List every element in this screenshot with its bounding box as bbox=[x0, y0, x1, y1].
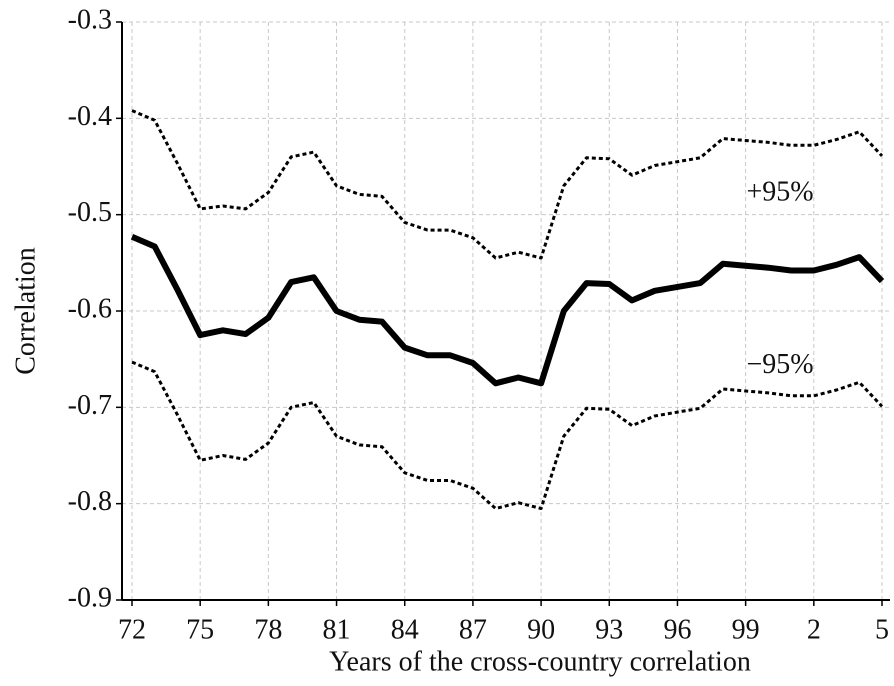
x-tick-label: 87 bbox=[459, 614, 487, 645]
y-axis-title: Correlation bbox=[10, 247, 41, 375]
y-tick-label: -0.9 bbox=[68, 582, 112, 613]
series-label: −95% bbox=[746, 349, 813, 380]
y-tick-label: -0.7 bbox=[68, 390, 112, 421]
x-tick-label: 90 bbox=[527, 614, 555, 645]
x-tick-label: 72 bbox=[118, 614, 146, 645]
x-tick-label: 99 bbox=[732, 614, 760, 645]
series-label: +95% bbox=[746, 176, 813, 207]
y-tick-label: -0.3 bbox=[68, 4, 112, 35]
line bbox=[131, 109, 884, 260]
x-tick-label: 78 bbox=[254, 614, 282, 645]
x-tick-label: 5 bbox=[875, 614, 889, 645]
y-tick-label: -0.5 bbox=[68, 197, 112, 228]
y-tick-label: -0.8 bbox=[68, 486, 112, 517]
x-tick-label: 96 bbox=[663, 614, 691, 645]
y-tick-label: -0.4 bbox=[68, 101, 112, 132]
x-axis-title: Years of the cross-country correlation bbox=[329, 646, 751, 677]
x-tick-label: 75 bbox=[186, 614, 214, 645]
x-tick-label: 81 bbox=[323, 614, 351, 645]
x-tick-label: 93 bbox=[595, 614, 623, 645]
line bbox=[131, 360, 884, 510]
line bbox=[130, 234, 885, 387]
x-tick-label: 2 bbox=[807, 614, 821, 645]
x-tick-label: 84 bbox=[391, 614, 419, 645]
y-tick-label: -0.6 bbox=[68, 293, 112, 324]
